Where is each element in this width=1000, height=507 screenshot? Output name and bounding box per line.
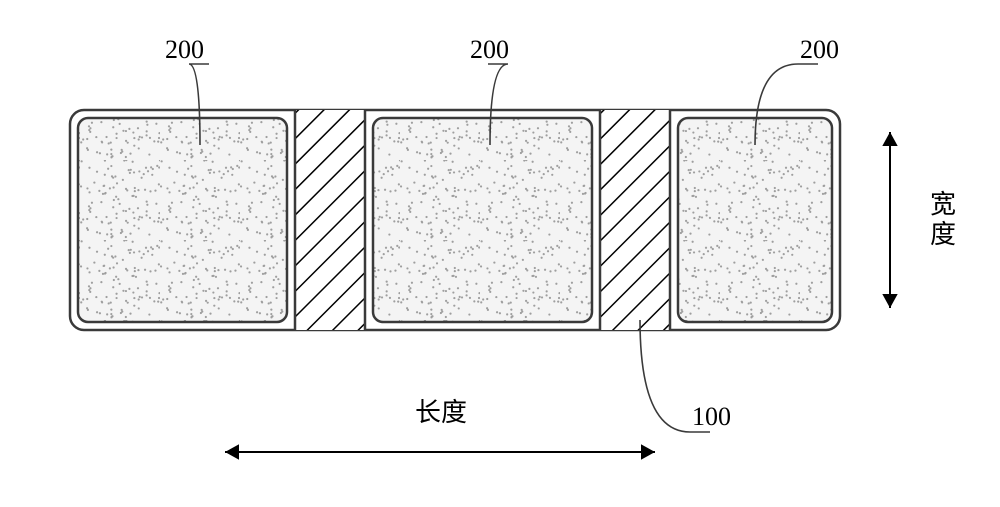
callout-label-1: 200 bbox=[470, 35, 509, 65]
callout-label-3: 100 bbox=[692, 402, 731, 432]
length-label: 长度 bbox=[415, 392, 467, 429]
callout-label-2: 200 bbox=[800, 35, 839, 65]
diagram-svg bbox=[0, 0, 1000, 507]
callout-label-0: 200 bbox=[165, 35, 204, 65]
width-label: 宽度 bbox=[930, 190, 956, 250]
